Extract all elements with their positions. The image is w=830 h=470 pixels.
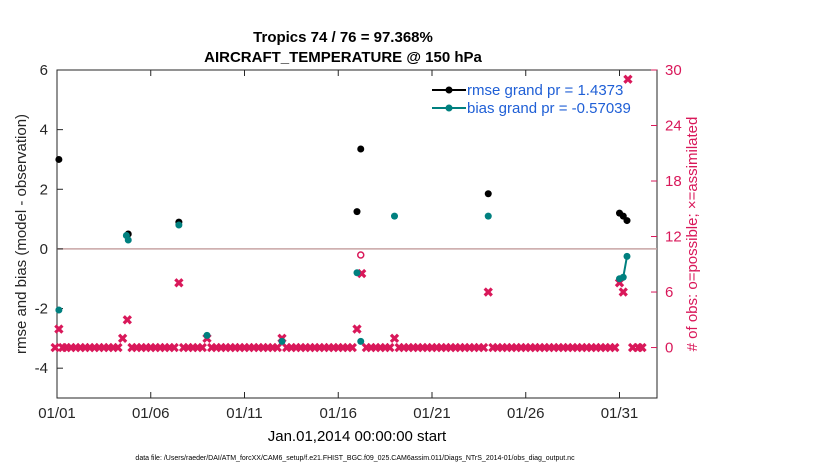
bias-point — [391, 212, 398, 220]
y-axis-label: rmse and bias (model - observation) — [13, 114, 30, 354]
obs-assimilated-marker — [623, 74, 633, 84]
obs-assimilated-marker — [389, 333, 400, 343]
x-tick-label: 01/21 — [413, 405, 451, 422]
legend-bias-label: bias grand pr = -0.57039 — [467, 100, 631, 117]
obs-assimilated-marker — [483, 287, 493, 297]
obs-assimilated-marker — [610, 342, 620, 353]
y2-tick-label: 24 — [665, 118, 682, 135]
obs-cross-bar — [347, 342, 357, 353]
y2-tick-label: 6 — [665, 284, 673, 301]
obs-cross-bar — [174, 278, 184, 288]
obs-assimilated-marker — [50, 342, 60, 353]
obs-assimilated-marker — [113, 342, 123, 353]
obs-cross-bar — [272, 342, 282, 353]
obs-assimilated-marker — [272, 342, 282, 353]
obs-assimilated-marker — [385, 342, 395, 353]
x-tick-label: 01/11 — [226, 405, 262, 422]
obs-cross-bar — [610, 342, 620, 353]
obs-cross-bar — [623, 74, 633, 84]
rmse-point — [357, 145, 365, 153]
obs-cross-bar — [122, 315, 132, 325]
chart-subtitle: AIRCRAFT_TEMPERATURE @ 150 hPa — [204, 49, 482, 66]
y2-tick-label: 0 — [665, 340, 673, 357]
plot-area — [56, 69, 658, 399]
rmse-point — [623, 217, 631, 225]
x-tick-label: 01/01 — [38, 405, 76, 422]
bias-point — [124, 236, 132, 244]
obs-cross-bar — [483, 287, 493, 297]
obs-cross-bar — [50, 342, 60, 353]
y-axis-left: -4 -2 0 2 4 6 — [35, 62, 63, 377]
obs-assimilated-marker — [478, 342, 489, 353]
obs-possible-marker — [357, 251, 365, 259]
obs-cross-bar — [637, 342, 647, 353]
x-axis-label: Jan.01,2014 00:00:00 start — [268, 428, 447, 445]
obs-assimilated-marker — [637, 342, 647, 353]
data-marks — [50, 74, 647, 353]
obs-cross-bar — [117, 333, 128, 343]
obs-assimilated-marker — [174, 278, 184, 288]
bias-point — [484, 212, 492, 220]
bias-point — [278, 337, 286, 345]
y2-tick-label: 18 — [665, 173, 682, 190]
bias-point — [357, 337, 365, 345]
obs-assimilated-marker — [618, 287, 628, 297]
obs-assimilated-marker — [117, 333, 128, 343]
y2-tick-label: 30 — [665, 62, 682, 79]
x-axis: 01/01 01/06 01/11 01/16 01/21 01/26 01/31 — [38, 70, 638, 422]
legend-bias-marker — [445, 104, 453, 112]
y-tick-label: -2 — [35, 301, 48, 318]
bias-point — [619, 273, 627, 281]
x-tick-label: 01/26 — [507, 405, 545, 422]
obs-assimilated-marker — [352, 324, 362, 334]
rmse-point — [484, 190, 492, 198]
bias-point — [175, 221, 183, 229]
obs-cross-bar — [478, 342, 489, 353]
x-tick-label: 01/16 — [319, 405, 357, 422]
obs-cross-bar — [385, 342, 395, 353]
obs-cross-bar — [197, 342, 207, 353]
x-tick-label: 01/31 — [601, 405, 639, 422]
obs-assimilated-marker — [54, 324, 64, 334]
y-tick-label: 4 — [40, 122, 48, 139]
legend-rmse-marker — [445, 86, 453, 94]
obs-cross-bar — [113, 342, 123, 353]
bias-point — [203, 331, 211, 339]
obs-assimilated-marker — [347, 342, 357, 353]
obs-cross-bar — [357, 268, 367, 279]
bias-point — [353, 269, 361, 277]
rmse-point — [353, 208, 361, 216]
chart-title: Tropics 74 / 76 = 97.368% — [253, 29, 433, 46]
obs-cross-bar — [618, 287, 628, 297]
legend-rmse-label: rmse grand pr = 1.4373 — [467, 82, 623, 99]
x-tick-label: 01/06 — [132, 405, 170, 422]
bias-point — [55, 306, 63, 314]
plot-box — [56, 69, 658, 399]
y2-axis-label: # of obs: o=possible; ×=assimilated — [684, 117, 701, 352]
obs-assimilated-marker — [122, 315, 132, 325]
y-tick-label: 0 — [40, 241, 48, 258]
obs-cross-bar — [169, 342, 179, 353]
y-tick-label: 6 — [40, 62, 48, 79]
bias-point — [623, 252, 631, 260]
rmse-point — [55, 155, 63, 163]
y-tick-label: 2 — [40, 181, 48, 198]
y-axis-right: 0 6 12 18 24 30 — [651, 62, 682, 357]
y-tick-label: -4 — [35, 360, 48, 377]
obs-assimilated-marker — [197, 342, 207, 353]
obs-cross-bar — [54, 324, 64, 334]
obs-cross-bar — [352, 324, 362, 334]
legend: rmse grand pr = 1.4373 bias grand pr = -… — [432, 82, 631, 117]
data-file-footnote: data file: /Users/raeder/DAI/ATM_forcXX/… — [135, 455, 575, 462]
obs-cross-bar — [389, 333, 400, 343]
y2-tick-label: 12 — [665, 229, 682, 246]
obs-assimilated-marker — [169, 342, 179, 353]
